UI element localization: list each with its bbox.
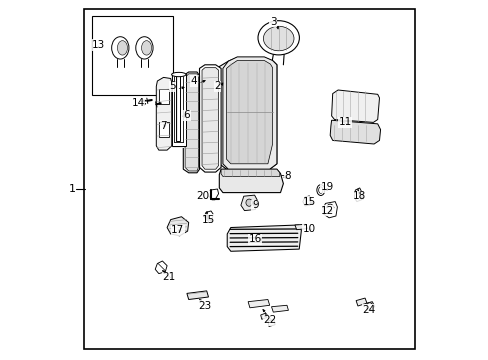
Ellipse shape [316, 185, 324, 195]
Polygon shape [247, 300, 269, 308]
Ellipse shape [136, 37, 153, 59]
Text: 1: 1 [69, 184, 76, 194]
Polygon shape [210, 189, 218, 200]
Polygon shape [355, 298, 366, 306]
Ellipse shape [171, 72, 185, 77]
Text: 15: 15 [202, 215, 215, 225]
Polygon shape [186, 291, 208, 300]
Polygon shape [271, 305, 288, 312]
Text: 21: 21 [162, 272, 175, 282]
Text: 4: 4 [190, 76, 197, 86]
Text: 8: 8 [284, 171, 290, 181]
Polygon shape [322, 202, 337, 218]
Text: 10: 10 [302, 224, 315, 234]
Text: 17: 17 [171, 225, 184, 235]
Polygon shape [294, 224, 307, 230]
Text: 7: 7 [160, 121, 166, 131]
Text: 19: 19 [320, 182, 333, 192]
Polygon shape [204, 211, 213, 220]
Ellipse shape [245, 199, 252, 206]
Polygon shape [185, 74, 198, 171]
Polygon shape [223, 57, 276, 169]
Bar [159, 122, 168, 137]
Polygon shape [183, 72, 199, 173]
Polygon shape [156, 77, 171, 150]
Text: 16: 16 [248, 234, 262, 244]
Polygon shape [219, 169, 283, 193]
Polygon shape [221, 169, 279, 176]
Text: 11: 11 [338, 117, 351, 127]
Polygon shape [199, 65, 221, 172]
Polygon shape [219, 58, 276, 169]
Polygon shape [167, 217, 188, 236]
Polygon shape [366, 302, 374, 309]
Text: 5: 5 [169, 81, 176, 91]
Ellipse shape [141, 41, 151, 55]
Text: 2: 2 [214, 81, 221, 91]
Text: 23: 23 [198, 301, 211, 311]
Text: 3: 3 [269, 17, 276, 27]
Ellipse shape [318, 187, 322, 193]
Bar [159, 89, 168, 104]
Polygon shape [354, 188, 362, 202]
Ellipse shape [117, 41, 127, 55]
Text: 22: 22 [263, 315, 276, 325]
Ellipse shape [366, 303, 372, 311]
Polygon shape [171, 74, 185, 146]
Polygon shape [267, 319, 275, 327]
Text: 20: 20 [196, 191, 209, 201]
Bar [91, 16, 172, 95]
Ellipse shape [258, 21, 299, 55]
Polygon shape [331, 90, 379, 122]
Ellipse shape [263, 26, 293, 51]
Polygon shape [202, 68, 218, 169]
Text: 9: 9 [251, 200, 258, 210]
Ellipse shape [111, 37, 129, 59]
Text: 18: 18 [352, 191, 366, 201]
Polygon shape [329, 120, 380, 144]
Polygon shape [227, 225, 301, 251]
Polygon shape [302, 196, 311, 206]
Polygon shape [241, 195, 257, 211]
Polygon shape [260, 313, 266, 319]
Text: 15: 15 [302, 197, 315, 207]
Text: 14: 14 [131, 98, 144, 108]
Text: 6: 6 [183, 110, 190, 120]
Polygon shape [226, 60, 272, 164]
Text: 13: 13 [92, 40, 105, 50]
Text: 12: 12 [320, 206, 333, 216]
Text: 24: 24 [361, 305, 375, 315]
Polygon shape [155, 261, 167, 274]
